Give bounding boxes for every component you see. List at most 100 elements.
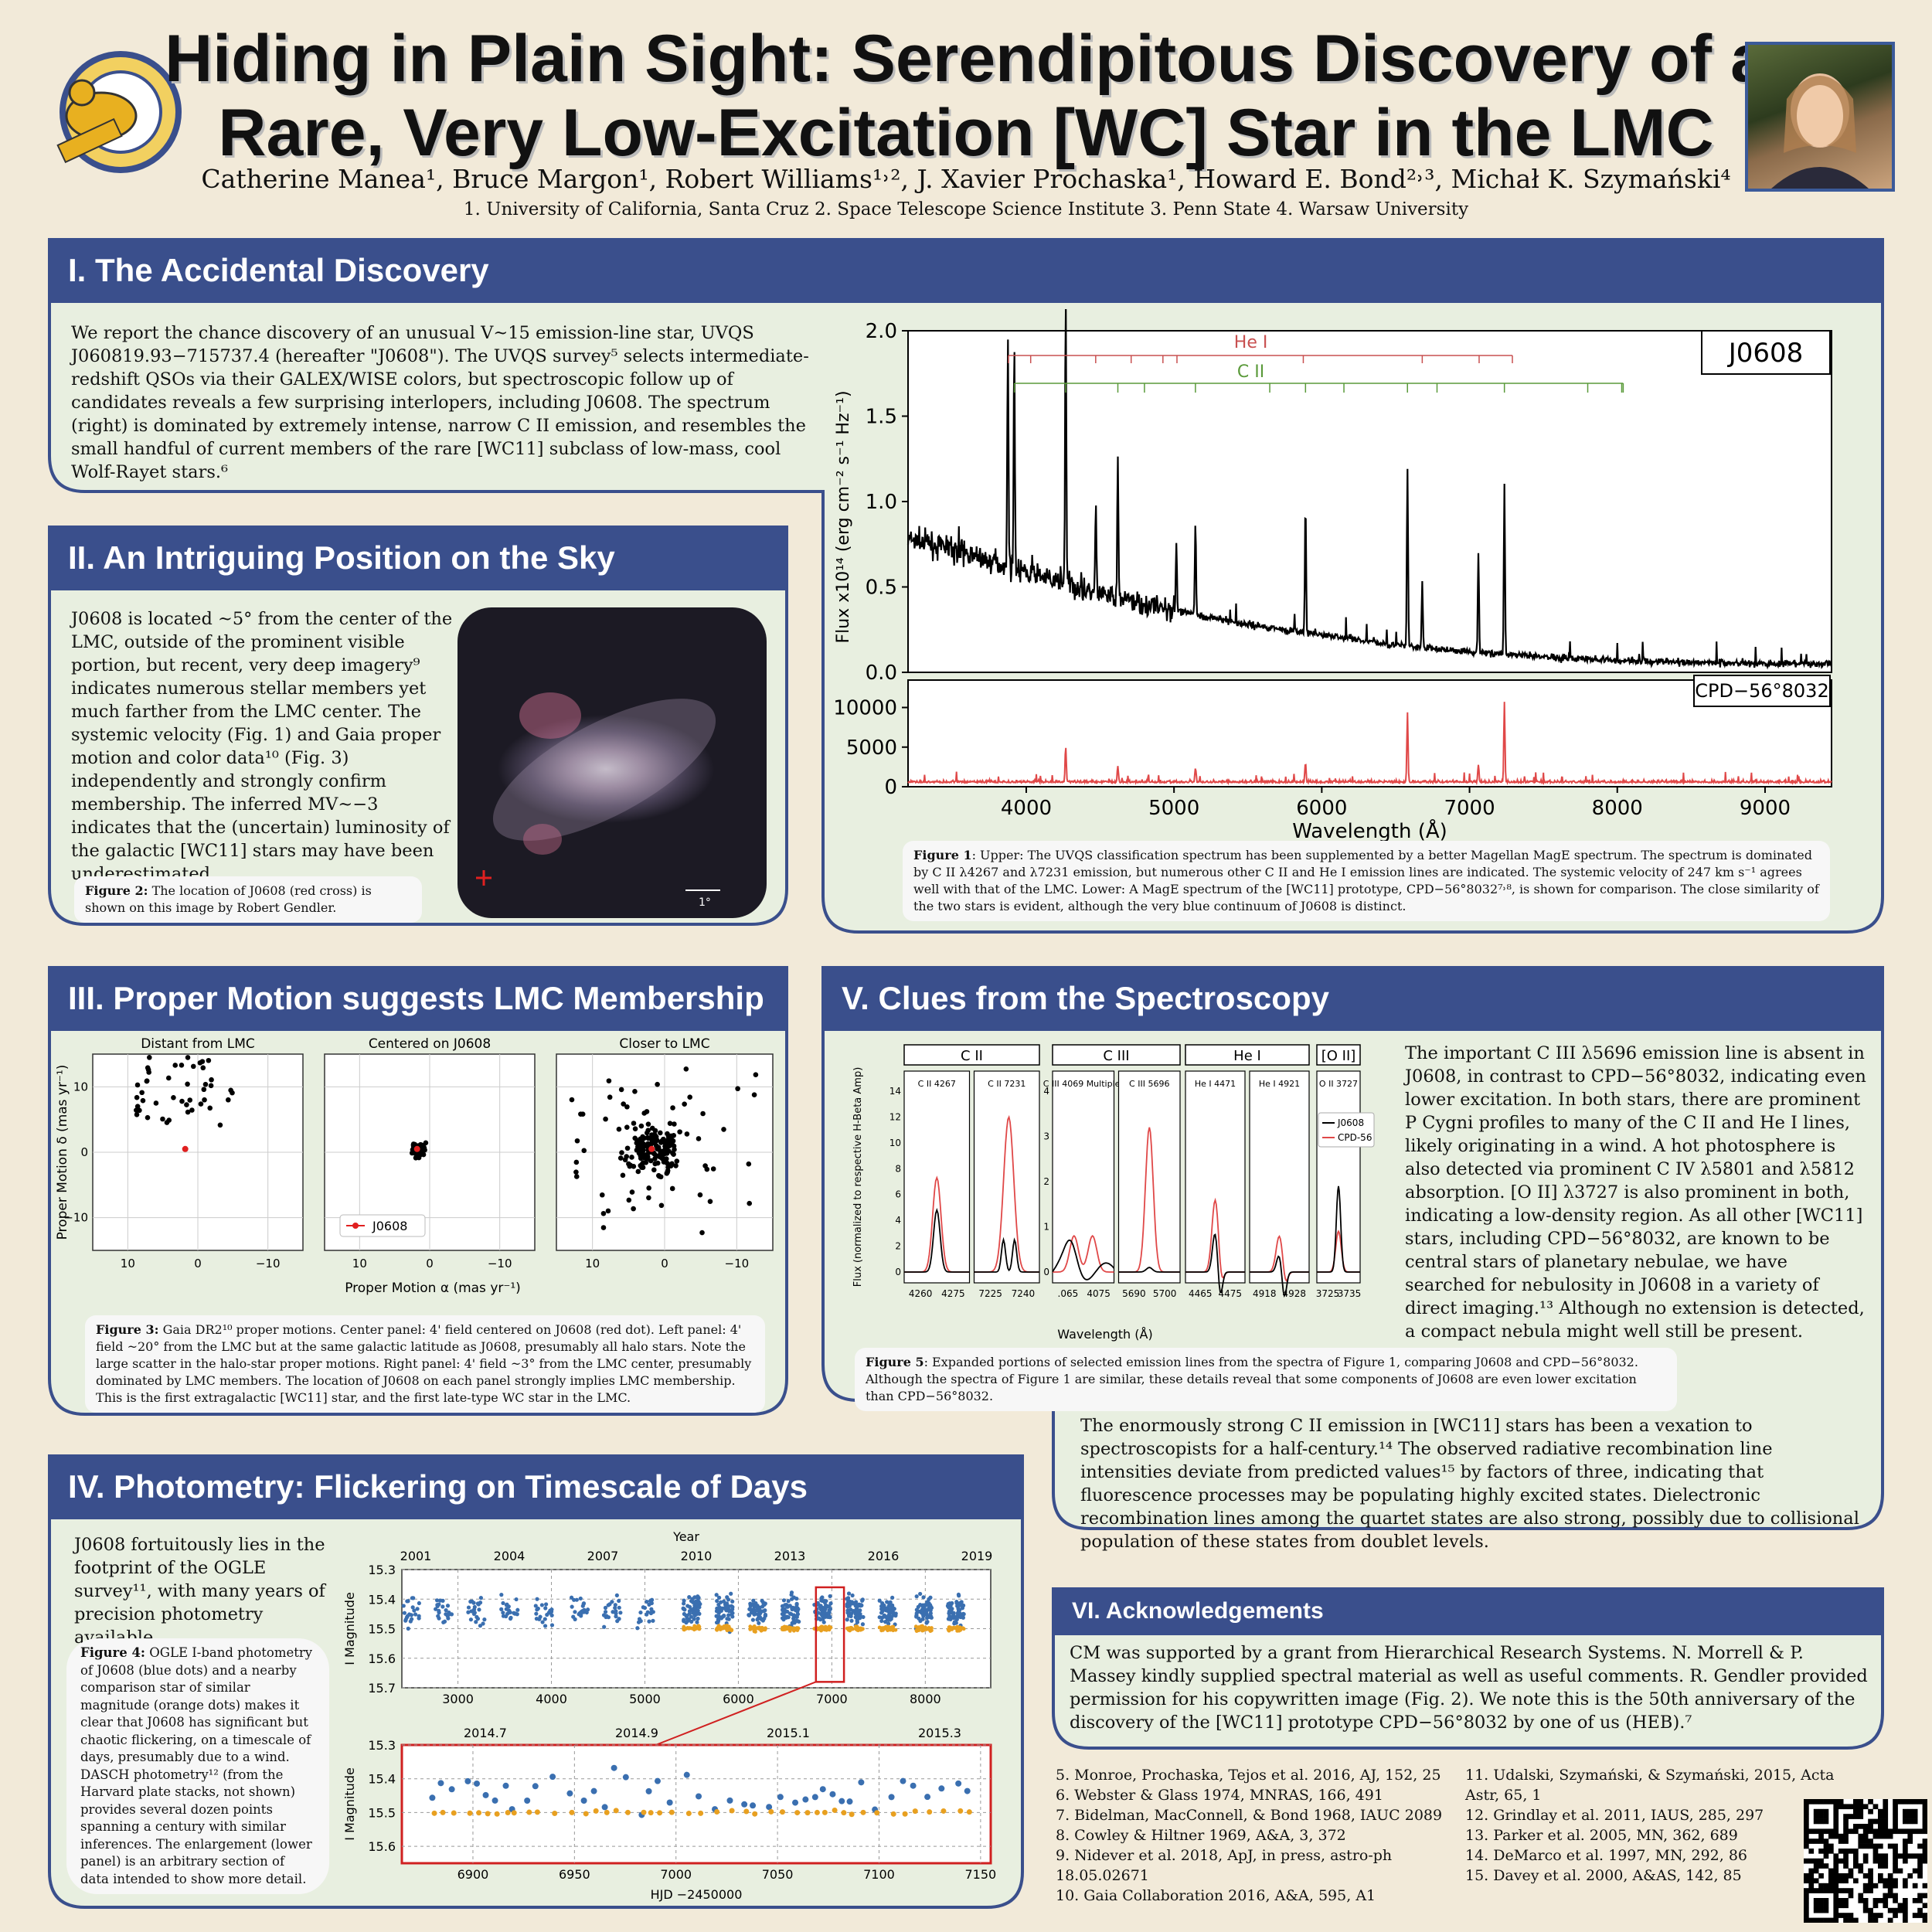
fig5-legend-j0608: J0608 [1337,1117,1364,1128]
comparison-mag-point [692,1625,696,1630]
qr-module [1912,1853,1918,1859]
pm-star-point [658,1140,664,1145]
qr-module [1893,1898,1898,1903]
qr-module [1853,1804,1859,1810]
qr-module [1912,1799,1918,1804]
comparison-mag-point [786,1626,791,1631]
j0608-mag-point [474,1614,479,1619]
qr-module [1838,1888,1844,1893]
j0608-mag-point [877,1615,882,1620]
pm-star-point [746,1161,752,1167]
j0608-mag-point [445,1604,451,1608]
j0608-mag-point [406,1626,410,1631]
pm-panel-title: Distant from LMC [141,1036,255,1052]
reference-item: 8. Cowley & Hiltner 1969, A&A, 3, 372 [1056,1827,1346,1844]
zoom-blue-points [429,1764,971,1818]
x-tick-label: 4000 [1001,797,1052,820]
j0608-mag-point [580,1797,587,1804]
section-1-text: We report the chance discovery of an unu… [71,323,809,482]
pm-star-point [707,1199,713,1204]
pm-star-point [145,1065,151,1071]
j0608-mag-point [544,1602,549,1607]
pm-star-point [632,1089,638,1094]
j0608-mag-point [787,1611,792,1616]
qr-module [1922,1843,1927,1849]
j0608-mag-point [880,1600,885,1606]
pm-star-point [665,1169,671,1175]
j0608-mag-point [683,1771,690,1778]
qr-module [1862,1858,1869,1864]
j0608-mag-point [515,1607,520,1612]
j0608-red-cross [476,870,492,886]
pm-star-point [682,1101,687,1107]
qr-module [1818,1898,1824,1903]
j0608-mag-point [696,1616,700,1621]
comparison-mag-point [613,1808,619,1814]
pm-star-point [664,1141,669,1147]
j0608-mag-point [549,1774,556,1781]
j0608-mag-point [696,1600,701,1605]
c-ii-label: C II [1237,362,1264,382]
qr-module [1838,1833,1844,1839]
qr-module [1823,1818,1829,1825]
year-axis-label: Year [672,1529,699,1544]
pm-star-point [134,1112,140,1117]
qr-module [1878,1824,1883,1829]
j0608-mag-point [950,1600,954,1606]
qr-module [1883,1903,1889,1909]
pm-star-point [197,1060,203,1066]
qr-module [1808,1828,1815,1835]
pm-star-point [671,1151,676,1157]
qr-module [1828,1917,1834,1923]
j0608-mag-point [730,1612,734,1617]
y-tick-label: 1 [1043,1222,1049,1233]
group-header: C II [961,1048,983,1064]
qr-module [1893,1799,1898,1804]
y-tick-label: 2 [1043,1176,1049,1187]
qr-module [1878,1863,1883,1869]
j0608-mag-point [849,1618,854,1623]
j0608-mag-point [715,1606,719,1611]
subpanel-title: C III 4069 Multiplet [1043,1079,1124,1089]
j0608-mag-point [613,1603,617,1607]
qr-module [1843,1824,1849,1829]
pm-star-point [658,1148,663,1154]
group-header-box [903,1044,1040,1066]
j0608-mag-point [860,1598,865,1603]
qr-module [1903,1898,1908,1903]
qr-module [1804,1838,1809,1844]
qr-module [1818,1903,1824,1909]
qr-module [1922,1917,1927,1923]
qr-module [1887,1907,1893,1913]
j0608-profile-line [974,1236,1039,1273]
qr-module [1893,1858,1898,1864]
comparison-mag-point [685,1811,692,1817]
j0608-mag-point [855,1617,859,1622]
qr-module [1872,1898,1879,1903]
j0608-mag-point [850,1593,855,1598]
qr-module [1858,1843,1864,1849]
qr-module [1823,1883,1829,1889]
y-tick-label: 5000 [846,736,897,760]
subpanel-frame [973,1070,1040,1284]
qr-module [1917,1893,1923,1899]
pm-star-point [632,1126,638,1131]
section-2-text: J0608 is located ~5° from the center of … [71,609,453,884]
qr-module [1883,1883,1889,1889]
comparison-mag-point [845,1626,849,1631]
j0608-mag-point [468,1617,474,1622]
j0608-mag-point [477,1607,481,1612]
qr-module [1862,1828,1869,1835]
j0608-mag-point [959,1600,964,1604]
j0608-mag-point [714,1593,719,1597]
qr-module [1917,1868,1923,1874]
pm-star-point [651,1167,657,1173]
y-tick-label: 0.5 [866,577,897,600]
j0608-mag-point [780,1611,784,1617]
y-axis-label: Flux (normalized to respective H-Beta Am… [852,1067,864,1287]
qr-module [1804,1888,1809,1893]
section-3-header: III. Proper Motion suggests LMC Membersh… [48,966,788,1031]
j0608-mag-point [782,1607,787,1611]
qr-module [1853,1814,1859,1819]
j0608-mag-point [586,1607,590,1612]
